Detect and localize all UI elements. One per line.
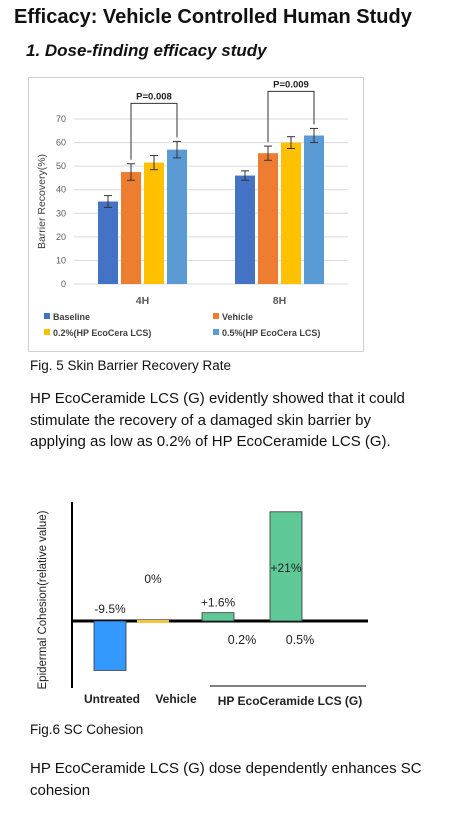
bar — [304, 135, 324, 284]
barrier-recovery-chart: 0 10 20 30 40 50 60 70 Barrier Recovery(%) 4H 8H P=… — [36, 79, 348, 338]
value-label: 0% — [144, 572, 162, 586]
y-tick-label: 0 — [61, 279, 66, 289]
bar — [269, 511, 303, 622]
legend-label: 0.5%(HP EcoCera LCS) — [222, 328, 320, 338]
legend-label: Baseline — [53, 312, 90, 322]
value-label: -9.5% — [94, 602, 126, 616]
legend-swatch — [44, 329, 50, 335]
bar — [201, 612, 235, 622]
fig5-caption: Fig. 5 Skin Barrier Recovery Rate — [30, 358, 232, 373]
legend-label: Vehicle — [222, 312, 253, 322]
bar — [144, 162, 164, 284]
y-tick-label: 40 — [56, 185, 66, 195]
x-category-label: 0.2% — [228, 633, 257, 647]
bar — [167, 149, 187, 284]
y-tick-label: 30 — [56, 208, 66, 218]
p-value-label: P=0.009 — [273, 79, 309, 90]
y-tick-label: 10 — [56, 255, 66, 265]
bar — [281, 142, 301, 284]
page-title: Efficacy: Vehicle Controlled Human Study — [14, 6, 412, 28]
legend-swatch — [213, 329, 219, 335]
x-category-label: 4H — [136, 295, 149, 307]
legend-swatch — [213, 313, 219, 319]
y-tick-label: 50 — [56, 161, 66, 171]
p-value-label: P=0.008 — [136, 91, 172, 102]
fig6-caption: Fig.6 SC Cohesion — [30, 722, 144, 737]
bar — [258, 153, 278, 284]
value-label: +1.6% — [201, 596, 236, 610]
legend-label: 0.2%(HP EcoCera LCS) — [53, 328, 151, 338]
legend-swatch — [44, 313, 50, 319]
x-category-label: 8H — [273, 295, 286, 307]
bar — [98, 201, 118, 284]
bar — [121, 172, 141, 284]
y-axis-label: Epidermal Cohesion(relative value) — [37, 510, 49, 689]
x-category-label: Untreated — [84, 692, 140, 706]
x-category-label: Vehicle — [155, 692, 197, 706]
section-subtitle: 1. Dose-finding efficacy study — [26, 41, 267, 60]
y-tick-label: 70 — [56, 114, 66, 124]
bar — [235, 175, 255, 284]
y-tick-label: 20 — [56, 232, 66, 242]
y-axis-label: Barrier Recovery(%) — [36, 154, 48, 249]
fig6-paragraph: HP EcoCeramide LCS (G) dose dependently … — [30, 760, 422, 799]
bar — [93, 620, 127, 671]
fig5-paragraph: HP EcoCeramide LCS (G) evidently showed … — [30, 390, 405, 450]
bar — [137, 620, 169, 623]
sc-cohesion-chart: Epidermal Cohesion(relative value) -9.5% 0… — [37, 502, 368, 708]
x-category-label: 0.5% — [286, 633, 315, 647]
group-label: HP EcoCeramide LCS (G) — [218, 694, 362, 708]
value-label: +21% — [270, 561, 301, 575]
significance-bracket — [267, 90, 315, 143]
significance-bracket — [130, 102, 178, 160]
y-tick-label: 60 — [56, 138, 66, 148]
